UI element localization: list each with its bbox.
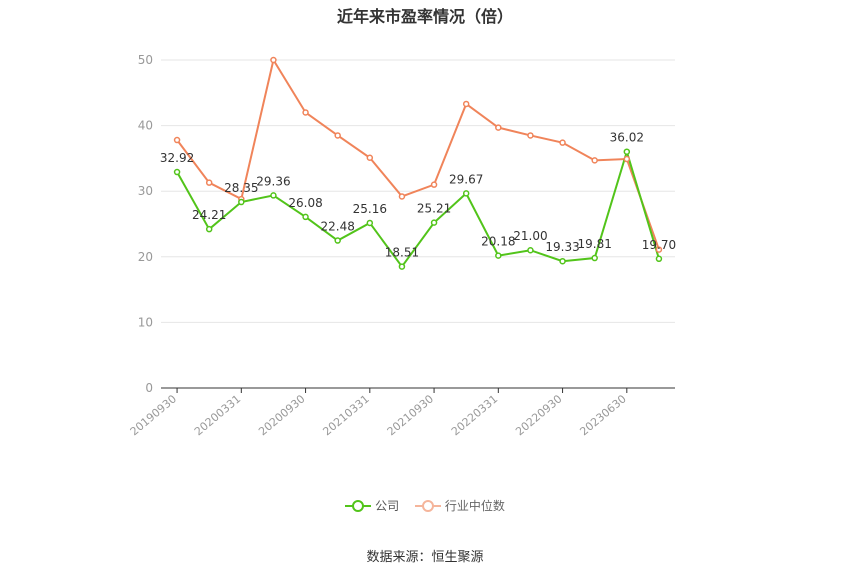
company-data-label: 32.92	[160, 151, 194, 165]
industry-data-point	[302, 109, 309, 116]
company-data-point	[430, 219, 438, 226]
company-data-label: 22.48	[321, 220, 355, 234]
legend-item-industry[interactable]: 行业中位数	[414, 497, 505, 514]
legend-company-label: 公司	[375, 499, 400, 513]
x-tick-label: 20220331	[449, 392, 500, 438]
industry-data-point	[495, 124, 502, 131]
x-tick-label: 20220930	[513, 392, 564, 438]
company-data-label: 29.67	[449, 172, 483, 186]
industry-data-point	[623, 155, 631, 163]
industry-data-point	[527, 132, 534, 139]
company-data-label: 19.33	[545, 240, 579, 254]
company-data-point	[623, 148, 631, 155]
legend-industry-label: 行业中位数	[444, 499, 505, 513]
y-tick-label: 40	[138, 119, 153, 133]
company-data-point	[366, 219, 374, 227]
company-data-label: 24.21	[192, 208, 226, 222]
company-data-point	[302, 213, 309, 221]
x-tick-label: 20230630	[577, 392, 628, 438]
x-tick-label: 20200331	[192, 392, 243, 438]
series-lines	[176, 57, 660, 269]
company-data-point	[495, 252, 502, 259]
y-tick-label: 30	[138, 184, 153, 198]
company-data-label: 28.35	[224, 181, 258, 195]
company-data-label: 20.18	[481, 235, 515, 249]
company-data-point	[205, 225, 213, 233]
industry-data-point	[430, 181, 438, 188]
company-series-line	[176, 148, 660, 269]
company-data-label: 19.70	[642, 238, 676, 252]
company-data-label: 25.21	[417, 202, 451, 216]
industry-data-point	[334, 132, 341, 139]
source-note: 数据来源：恒生聚源	[366, 550, 484, 565]
company-data-label: 36.02	[610, 131, 644, 145]
industry-data-point	[173, 136, 181, 144]
y-tick-label: 20	[138, 250, 153, 264]
company-data-label: 29.36	[256, 174, 290, 188]
company-data-point	[173, 168, 181, 176]
industry-series-line	[176, 57, 660, 250]
company-data-label: 26.08	[288, 196, 322, 210]
industry-data-point	[655, 246, 663, 253]
company-data-label: 21.00	[513, 229, 547, 243]
x-tick-label: 20190930	[128, 392, 179, 438]
company-data-point	[655, 255, 663, 263]
industry-data-point	[205, 179, 213, 186]
company-data-label: 19.81	[578, 237, 612, 251]
x-tick-label: 20200930	[256, 392, 307, 438]
x-tick-label: 20210331	[320, 392, 371, 438]
industry-data-point	[366, 154, 374, 161]
company-data-point	[270, 192, 277, 199]
legend-industry-swatch-icon	[414, 499, 441, 513]
y-tick-label: 50	[138, 53, 153, 67]
company-data-point	[398, 263, 406, 270]
company-data-point	[559, 257, 566, 265]
data-points	[173, 56, 663, 270]
industry-data-point	[462, 100, 470, 108]
company-data-point	[527, 246, 534, 254]
y-tick-label: 0	[145, 381, 153, 395]
x-tick-label: 20210930	[385, 392, 436, 438]
company-data-point	[334, 237, 341, 244]
industry-data-point	[398, 193, 406, 200]
company-data-point	[238, 198, 245, 206]
legend: 公司 行业中位数	[0, 497, 850, 516]
industry-data-point	[591, 157, 598, 164]
company-data-label: 18.51	[385, 246, 419, 260]
industry-data-point	[559, 139, 566, 146]
company-data-point	[591, 254, 598, 262]
legend-company-swatch-icon	[345, 499, 372, 513]
company-data-label: 25.16	[353, 202, 387, 216]
industry-data-point	[270, 56, 277, 64]
y-tick-label: 10	[138, 315, 153, 329]
chart-title: 近年来市盈率情况（倍）	[336, 7, 513, 26]
company-data-point	[462, 190, 470, 197]
legend-item-company[interactable]: 公司	[345, 497, 399, 514]
